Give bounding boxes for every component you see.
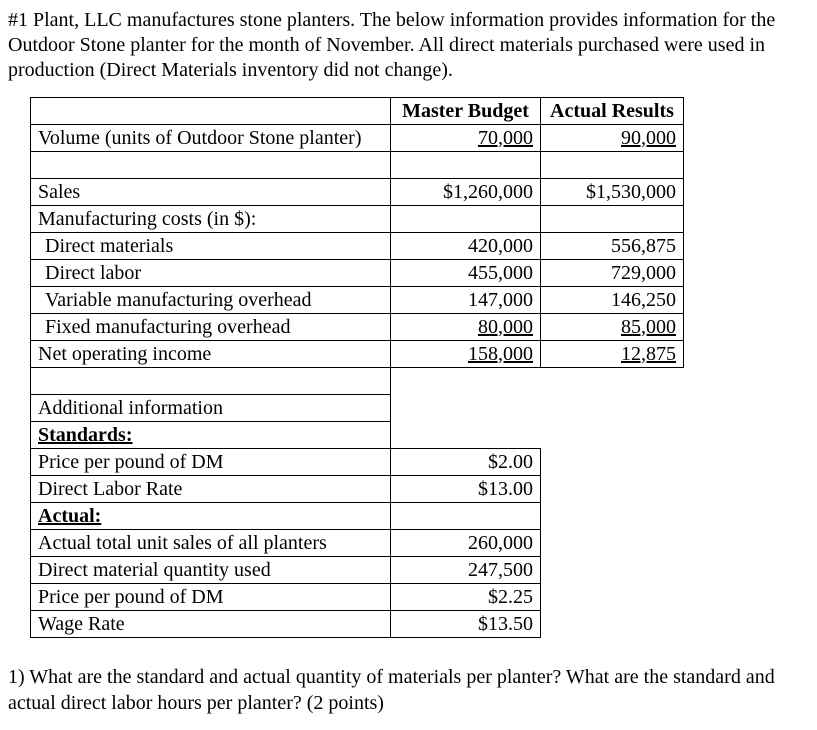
volume-label: Volume (units of Outdoor Stone planter) <box>30 124 391 152</box>
empty-cell <box>390 502 541 530</box>
sales-budget-value: $1,260,000 <box>390 178 541 206</box>
wage-rate-label: Wage Rate <box>30 610 391 638</box>
standard-labor-rate-value: $13.00 <box>390 475 541 503</box>
actual-heading-row: Actual: <box>30 502 684 530</box>
empty-cell <box>541 584 684 611</box>
sales-row: Sales $1,260,000 $1,530,000 <box>30 178 684 206</box>
volume-row: Volume (units of Outdoor Stone planter) … <box>30 124 684 152</box>
net-operating-income-row: Net operating income 158,000 12,875 <box>30 340 684 368</box>
direct-materials-budget-value: 420,000 <box>390 232 541 260</box>
table-header-row: Master Budget Actual Results <box>30 97 684 125</box>
dm-quantity-used-row: Direct material quantity used 247,500 <box>30 556 684 584</box>
empty-cell <box>541 395 684 422</box>
empty-cell <box>541 503 684 530</box>
direct-labor-row: Direct labor 455,000 729,000 <box>30 259 684 287</box>
direct-labor-label: Direct labor <box>30 259 391 287</box>
actual-unit-sales-value: 260,000 <box>390 529 541 557</box>
header-empty-cell <box>30 97 391 125</box>
actual-heading: Actual: <box>30 502 391 530</box>
actual-dm-price-label: Price per pound of DM <box>30 583 391 611</box>
variable-overhead-row: Variable manufacturing overhead 147,000 … <box>30 286 684 314</box>
standard-dm-price-value: $2.00 <box>390 448 541 476</box>
empty-cell <box>541 449 684 476</box>
wage-rate-value: $13.50 <box>390 610 541 638</box>
direct-materials-actual-value: 556,875 <box>540 232 684 260</box>
empty-cell <box>390 205 541 233</box>
manufacturing-costs-label: Manufacturing costs (in $): <box>30 205 391 233</box>
intro-paragraph: #1 Plant, LLC manufactures stone planter… <box>8 9 776 81</box>
net-operating-income-actual-value: 12,875 <box>540 340 684 368</box>
empty-cell <box>541 422 684 449</box>
additional-info-row: Additional information <box>30 394 684 422</box>
direct-materials-row: Direct materials 420,000 556,875 <box>30 232 684 260</box>
variable-overhead-actual-value: 146,250 <box>540 286 684 314</box>
actual-unit-sales-row: Actual total unit sales of all planters … <box>30 529 684 557</box>
net-operating-income-budget-value: 158,000 <box>390 340 541 368</box>
empty-cell <box>391 395 541 422</box>
manufacturing-costs-row: Manufacturing costs (in $): <box>30 205 684 233</box>
standard-labor-rate-label: Direct Labor Rate <box>30 475 391 503</box>
fixed-overhead-row: Fixed manufacturing overhead 80,000 85,0… <box>30 313 684 341</box>
fixed-overhead-label: Fixed manufacturing overhead <box>30 313 391 341</box>
actual-dm-price-value: $2.25 <box>390 583 541 611</box>
spacer-cell <box>30 367 391 395</box>
empty-cell <box>391 422 541 449</box>
spacer-cell <box>541 368 684 395</box>
direct-materials-label: Direct materials <box>30 232 391 260</box>
empty-cell <box>541 530 684 557</box>
header-actual-results: Actual Results <box>540 97 684 125</box>
net-operating-income-label: Net operating income <box>30 340 391 368</box>
volume-actual-value: 90,000 <box>540 124 684 152</box>
variable-overhead-budget-value: 147,000 <box>390 286 541 314</box>
standard-labor-rate-row: Direct Labor Rate $13.00 <box>30 475 684 503</box>
blank-cell <box>540 151 684 179</box>
question-text: 1) What are the standard and actual quan… <box>8 666 775 714</box>
standard-dm-price-row: Price per pound of DM $2.00 <box>30 448 684 476</box>
actual-dm-price-row: Price per pound of DM $2.25 <box>30 583 684 611</box>
volume-budget-value: 70,000 <box>390 124 541 152</box>
standards-heading: Standards: <box>30 421 391 449</box>
spacer-cell <box>391 368 541 395</box>
fixed-overhead-budget-value: 80,000 <box>390 313 541 341</box>
blank-cell <box>30 151 391 179</box>
spacer-row <box>30 367 684 395</box>
wage-rate-row: Wage Rate $13.50 <box>30 610 684 638</box>
empty-cell <box>541 611 684 638</box>
direct-labor-budget-value: 455,000 <box>390 259 541 287</box>
empty-cell <box>541 476 684 503</box>
blank-cell <box>390 151 541 179</box>
fixed-overhead-actual-value: 85,000 <box>540 313 684 341</box>
budget-table: Master Budget Actual Results Volume (uni… <box>30 97 684 638</box>
dm-quantity-used-value: 247,500 <box>390 556 541 584</box>
dm-quantity-used-label: Direct material quantity used <box>30 556 391 584</box>
sales-label: Sales <box>30 178 391 206</box>
standard-dm-price-label: Price per pound of DM <box>30 448 391 476</box>
header-master-budget: Master Budget <box>390 97 541 125</box>
variable-overhead-label: Variable manufacturing overhead <box>30 286 391 314</box>
blank-row <box>30 151 684 179</box>
empty-cell <box>541 557 684 584</box>
actual-unit-sales-label: Actual total unit sales of all planters <box>30 529 391 557</box>
additional-info-label: Additional information <box>30 394 391 422</box>
direct-labor-actual-value: 729,000 <box>540 259 684 287</box>
standards-heading-row: Standards: <box>30 421 684 449</box>
sales-actual-value: $1,530,000 <box>540 178 684 206</box>
empty-cell <box>540 205 684 233</box>
